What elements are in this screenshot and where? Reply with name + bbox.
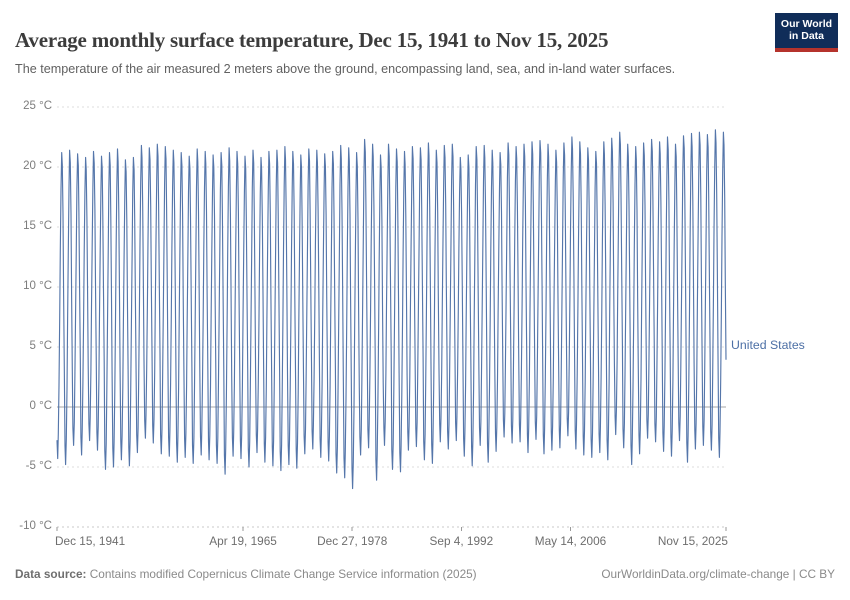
y-axis-tick-label: 0 °C xyxy=(29,400,53,412)
y-axis-tick-label: -5 °C xyxy=(25,460,52,472)
attribution-text[interactable]: OurWorldinData.org/climate-change | CC B… xyxy=(601,567,835,581)
x-axis-tick-label: May 14, 2006 xyxy=(534,534,607,548)
y-axis-tick-label: 10 °C xyxy=(23,280,52,292)
y-axis-tick-label: 5 °C xyxy=(29,340,53,352)
series-label-united-states[interactable]: United States xyxy=(731,338,805,352)
x-axis-tick-label: Nov 15, 2025 xyxy=(657,534,728,548)
y-axis-tick-label: 25 °C xyxy=(23,100,52,112)
y-axis-tick-label: 15 °C xyxy=(23,220,52,232)
attribution-link[interactable]: OurWorldinData.org/climate-change | CC B… xyxy=(601,567,835,581)
y-axis-tick-label: -10 °C xyxy=(19,520,52,532)
owid-logo-text-line2: in Data xyxy=(788,29,824,42)
chart-subtitle: The temperature of the air measured 2 me… xyxy=(15,61,676,76)
chart-title: Average monthly surface temperature, Dec… xyxy=(15,28,609,53)
data-source-text: Contains modified Copernicus Climate Cha… xyxy=(86,567,477,581)
owid-logo[interactable]: Our World in Data xyxy=(775,13,838,52)
data-source-label: Data source: xyxy=(15,567,87,581)
y-axis-tick-label: 20 °C xyxy=(23,160,52,172)
data-source-note: Data source: Contains modified Copernicu… xyxy=(15,567,477,581)
x-axis-tick-label: Dec 27, 1978 xyxy=(317,534,388,548)
owid-logo-text-line1: Our World xyxy=(780,18,833,30)
x-axis-tick-label: Dec 15, 1941 xyxy=(55,534,126,548)
x-axis-tick-label: Sep 4, 1992 xyxy=(429,534,494,548)
temperature-line-united-states[interactable] xyxy=(56,129,727,490)
chart-footer: Data source: Contains modified Copernicu… xyxy=(15,567,835,581)
x-axis-tick-label: Apr 19, 1965 xyxy=(209,534,277,548)
